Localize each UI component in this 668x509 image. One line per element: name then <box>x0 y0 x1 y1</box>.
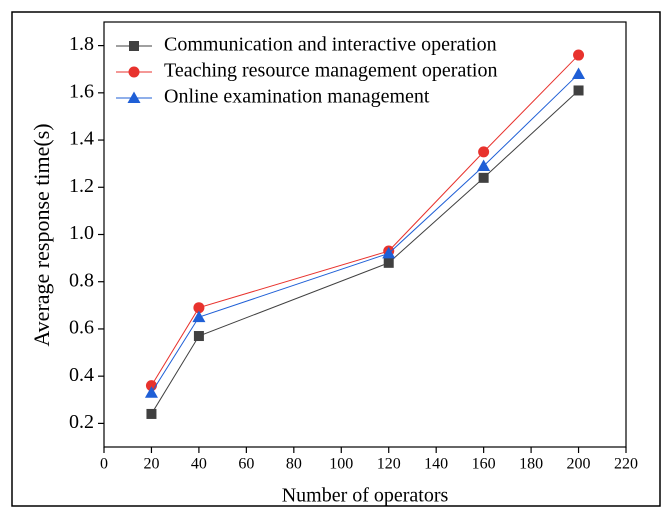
y-tick-label: 1.6 <box>69 80 94 102</box>
x-tick-label: 160 <box>472 456 496 473</box>
y-tick-label: 0.6 <box>69 317 94 339</box>
x-tick-label: 100 <box>329 456 353 473</box>
marker <box>144 386 158 398</box>
marker <box>382 246 396 259</box>
marker <box>146 408 157 419</box>
marker <box>477 159 491 172</box>
x-axis-label: Number of operators <box>282 485 449 507</box>
marker <box>383 257 394 268</box>
x-tick-label: 220 <box>614 456 638 473</box>
x-tick-label: 140 <box>424 456 448 473</box>
legend-label: Communication and interactive operation <box>164 34 497 56</box>
marker <box>573 49 585 61</box>
y-tick-label: 1.4 <box>69 128 94 150</box>
x-tick-label: 80 <box>286 456 302 473</box>
series-line <box>151 90 579 415</box>
x-tick-label: 60 <box>238 456 254 473</box>
y-tick-label: 1.2 <box>69 175 94 197</box>
legend-marker <box>129 41 139 51</box>
y-tick-label: 0.8 <box>69 269 94 291</box>
marker <box>478 146 490 158</box>
marker <box>573 85 584 96</box>
outer-frame <box>11 11 661 507</box>
y-tick-label: 0.2 <box>69 411 94 433</box>
legend-marker <box>128 66 140 78</box>
marker <box>193 302 205 314</box>
marker <box>572 67 586 79</box>
y-tick-label: 1.8 <box>69 33 94 55</box>
y-tick-label: 0.4 <box>69 364 94 386</box>
x-tick-label: 0 <box>100 456 108 473</box>
x-tick-label: 40 <box>191 456 207 473</box>
x-tick-label: 120 <box>377 456 401 473</box>
x-tick-label: 200 <box>567 456 591 473</box>
y-tick-label: 1.0 <box>69 222 94 244</box>
marker <box>192 310 206 323</box>
marker <box>478 172 489 183</box>
legend-label: Teaching resource management operation <box>164 60 497 82</box>
legend-marker <box>127 91 141 103</box>
y-axis-label: Average response time(s) <box>29 123 54 346</box>
x-tick-label: 20 <box>143 456 159 473</box>
marker <box>193 331 204 342</box>
legend-label: Online examination management <box>164 86 430 108</box>
series-line <box>151 73 579 393</box>
x-tick-label: 180 <box>519 456 543 473</box>
